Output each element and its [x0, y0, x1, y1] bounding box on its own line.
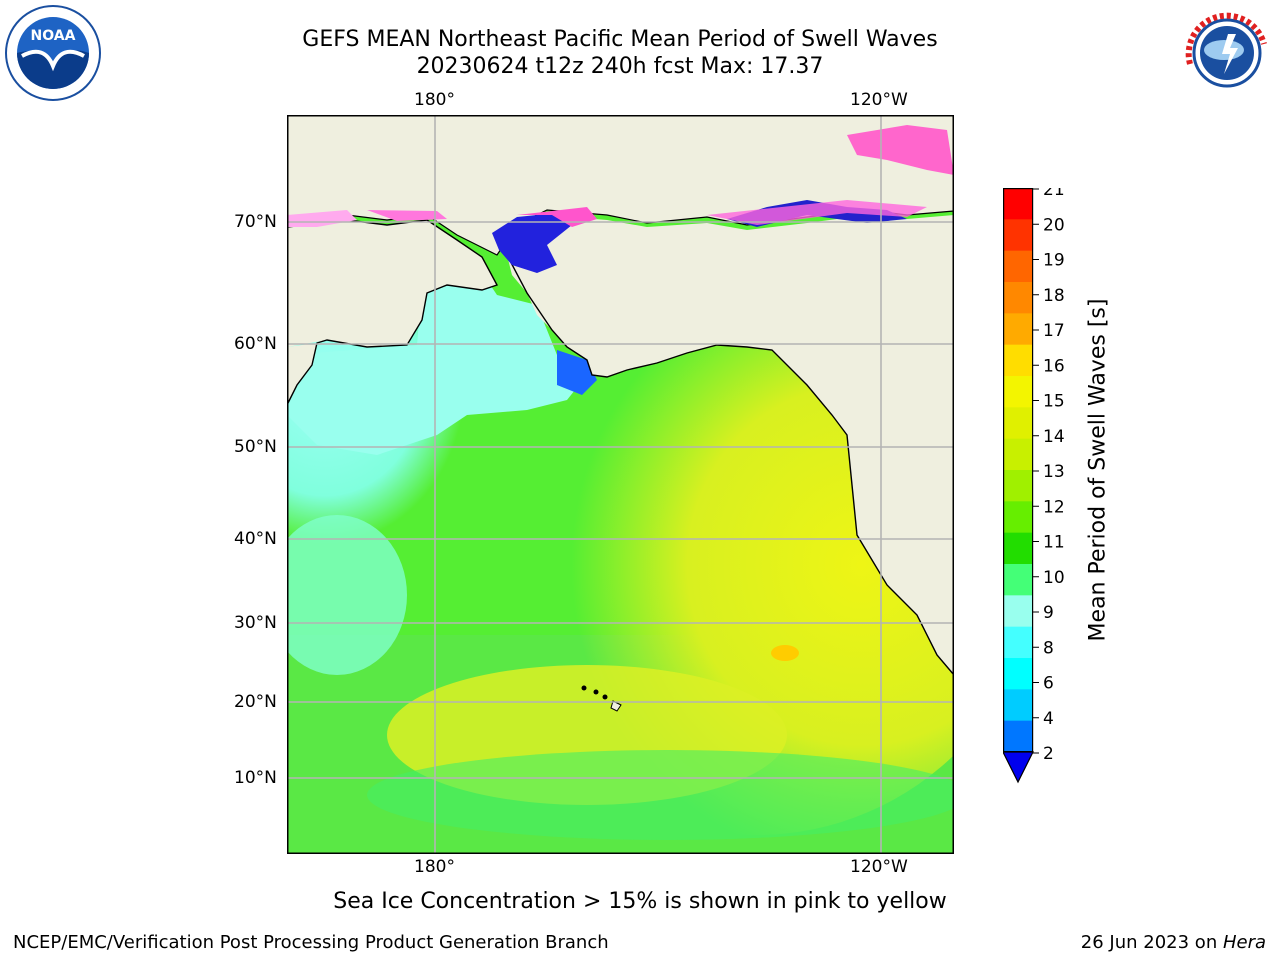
lat-label-60n: 60°N [234, 334, 277, 354]
colorbar-tick-label: 18 [1043, 286, 1065, 306]
colorbar-segment [1003, 720, 1033, 753]
sea-ice-chukchi [492, 213, 572, 273]
lat-label-40n: 40°N [234, 529, 277, 549]
coastline-alaska [506, 254, 954, 676]
colorbar-segment [1003, 470, 1033, 502]
colorbar-segment [1003, 282, 1033, 314]
colorbar-tick-label: 4 [1043, 709, 1054, 729]
lon-label-top-120w: 120°W [850, 90, 908, 110]
colorbar-extend-triangle [1003, 751, 1034, 784]
map-frame [287, 115, 954, 854]
nws-logo [1180, 6, 1274, 100]
colorbar-segment [1003, 626, 1033, 659]
sea-ice-note: Sea Ice Concentration > 15% is shown in … [333, 889, 947, 914]
colorbar-tick-label: 17 [1043, 321, 1065, 341]
colorbar-segment [1003, 658, 1033, 690]
colorbar-frame [1003, 188, 1034, 753]
colorbar-segments [1003, 188, 1033, 753]
map-title: GEFS MEAN Northeast Pacific Mean Period … [302, 27, 938, 52]
lon-label-top-180: 180° [414, 90, 455, 110]
lon-label-bottom-180: 180° [414, 857, 455, 877]
swell-period-map [287, 115, 954, 854]
cool-swell-zone-2 [287, 515, 407, 675]
sea-ice-east-siberian-2 [367, 210, 447, 221]
footer-date: 26 Jun 2023 on Hera [1081, 932, 1266, 953]
bering-sea-swell [287, 280, 587, 455]
land-chukotka [287, 220, 497, 347]
lat-label-70n: 70°N [234, 212, 277, 232]
colorbar-ticks: 21 20 19 18 17 16 15 14 13 12 11 10 9 8 6 4 2 [1033, 188, 1065, 764]
lon-label-bottom-120w: 120°W [850, 857, 908, 877]
colorbar-segment [1003, 689, 1033, 722]
colorbar-tick-label: 15 [1043, 392, 1065, 412]
map-gridlines [287, 115, 954, 854]
lat-label-50n: 50°N [234, 437, 277, 457]
svg-text:NOAA: NOAA [31, 28, 76, 44]
colorbar-segment [1003, 219, 1033, 252]
colorbar-segment [1003, 564, 1033, 596]
sea-ice-archipelago [847, 125, 954, 175]
colorbar-tick-label: 19 [1043, 251, 1065, 271]
lat-label-30n: 30°N [234, 613, 277, 633]
colorbar-tick-label: 21 [1043, 188, 1065, 200]
colorbar-label: Mean Period of Swell Waves [s] [1085, 298, 1111, 642]
land-north-america [502, 215, 954, 675]
noaa-logo: NOAA [5, 5, 101, 101]
colorbar-tick-label: 9 [1043, 603, 1054, 623]
colorbar-tick-label: 20 [1043, 215, 1065, 235]
colorbar-segment [1003, 407, 1033, 440]
colorbar-tick-label: 11 [1043, 533, 1065, 553]
map-subtitle: 20230624 t12z 240h fcst Max: 17.37 [416, 54, 824, 79]
colorbar-segment [1003, 376, 1033, 408]
land-asia [287, 115, 954, 255]
colorbar-segment [1003, 344, 1033, 377]
colorbar-tick-label: 8 [1043, 638, 1054, 658]
colorbar-segment [1003, 501, 1033, 534]
colorbar-segment [1003, 595, 1033, 628]
lat-label-10n: 10°N [234, 768, 277, 788]
orange-patch [771, 645, 799, 661]
colorbar-tick-label: 10 [1043, 568, 1065, 588]
coastline-asia [287, 219, 499, 406]
lat-label-20n: 20°N [234, 692, 277, 712]
colorbar-tick-label: 13 [1043, 462, 1065, 482]
colorbar-tick-label: 2 [1043, 744, 1054, 764]
hawaii-islands [581, 685, 622, 712]
colorbar-tick-label: 14 [1043, 427, 1065, 447]
colorbar-tick-label: 12 [1043, 497, 1065, 517]
sea-ice-beaufort-edge [707, 200, 927, 225]
colorbar-segment [1003, 438, 1033, 471]
colorbar-segment [1003, 188, 1033, 220]
colorbar-segment [1003, 250, 1033, 283]
footer-date-text: 26 Jun 2023 on [1080, 932, 1223, 953]
colorbar-tick-label: 6 [1043, 674, 1054, 694]
colorbar: 21 20 19 18 17 16 15 14 13 12 11 10 9 8 6 4 2 [1003, 188, 1065, 784]
colorbar-segment [1003, 313, 1033, 346]
colorbar-segment [1003, 532, 1033, 565]
tropical-green-band [367, 750, 954, 840]
colorbar-tick-label: 16 [1043, 356, 1065, 376]
footer-producer: NCEP/EMC/Verification Post Processing Pr… [13, 932, 609, 953]
footer-machine: Hera [1222, 932, 1266, 953]
